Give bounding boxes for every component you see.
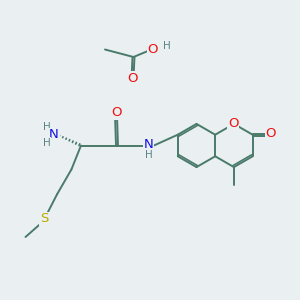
Text: N: N [144,137,153,151]
Text: O: O [127,72,137,86]
Text: N: N [144,137,153,151]
Text: O: O [266,127,276,140]
Text: H: H [145,150,152,161]
Text: H: H [43,137,50,148]
Text: H: H [163,40,171,51]
Text: N: N [49,128,59,142]
Text: H: H [43,122,50,133]
Text: S: S [40,212,49,226]
Text: O: O [228,117,238,130]
Text: H: H [145,150,152,161]
Text: O: O [148,43,158,56]
Text: O: O [111,106,122,119]
